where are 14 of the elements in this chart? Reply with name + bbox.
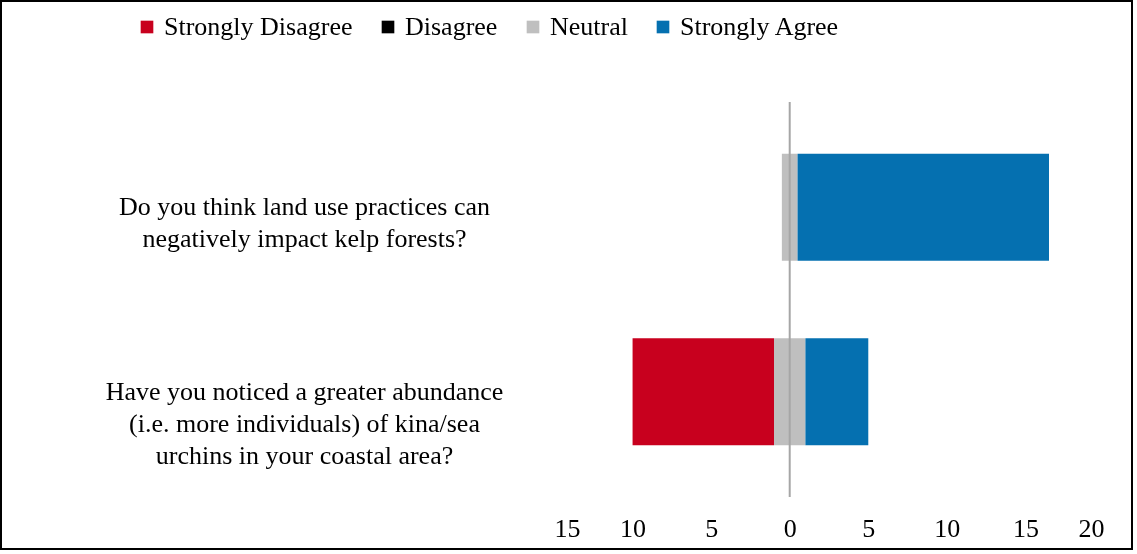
y-tick-label: Do you think land use practices can negatively impact kelp forests? [118,192,491,254]
y-tick-label: Have you noticed a greater abundance (i.e. more individuals) of kina/sea urchins in your coastal area? [105,376,504,470]
x-tick-label: 5 [862,513,876,543]
x-tick-label: 15 [1012,513,1039,543]
legend-label: Neutral [550,12,628,41]
legend-label: Disagree [405,12,498,41]
x-tick-label: 10 [934,513,961,543]
x-tick-label: 20 [1078,513,1105,543]
x-tick-label: 15 [554,513,581,543]
legend-label: Strongly Disagree [164,12,353,41]
legend-label: Strongly Agree [680,12,839,41]
x-tick-label: 0 [783,513,797,543]
x-tick-label: 10 [620,513,647,543]
x-tick-label: 5 [705,513,719,543]
